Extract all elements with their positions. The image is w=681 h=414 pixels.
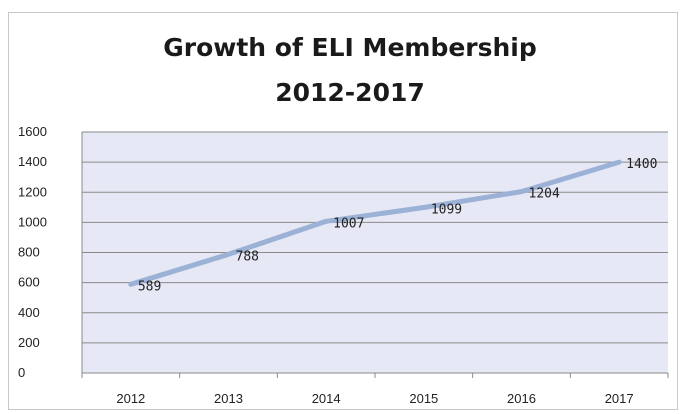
x-tick-label: 2017 <box>605 391 634 406</box>
y-tick-label: 200 <box>18 335 40 350</box>
x-tick-label: 2014 <box>312 391 341 406</box>
y-tick-label: 800 <box>18 245 40 260</box>
x-tick-label: 2013 <box>214 391 243 406</box>
y-tick-label: 1200 <box>18 184 47 199</box>
data-label: 1099 <box>431 202 462 217</box>
y-tick-label: 1000 <box>18 214 47 229</box>
series-line <box>128 159 622 287</box>
y-tick-label: 600 <box>18 275 40 290</box>
x-tick-label: 2015 <box>409 391 438 406</box>
y-tick-label: 400 <box>18 305 40 320</box>
x-axis: 2012 2013 2014 2015 2016 2017 <box>81 372 669 406</box>
x-tick-label: 2016 <box>507 391 536 406</box>
data-label: 1007 <box>333 216 364 231</box>
data-label: 788 <box>236 249 259 264</box>
x-tick-label: 2012 <box>116 391 145 406</box>
data-label: 1204 <box>529 187 560 202</box>
y-tick-label: 0 <box>18 365 25 380</box>
data-label: 589 <box>138 279 161 294</box>
data-label: 1400 <box>626 157 657 172</box>
y-tick-label: 1600 <box>18 124 47 139</box>
series-layer <box>128 159 622 287</box>
y-tick-label: 1400 <box>18 154 47 169</box>
chart-title-line-1: Growth of ELI Membership <box>163 33 537 62</box>
chart-title-line-2: 2012-2017 <box>275 78 425 107</box>
gridlines <box>82 131 668 374</box>
y-axis: 0 200 400 600 800 1000 1200 1400 1600 <box>18 124 83 380</box>
data-labels: 589 788 1007 1099 1204 1400 <box>138 157 658 294</box>
